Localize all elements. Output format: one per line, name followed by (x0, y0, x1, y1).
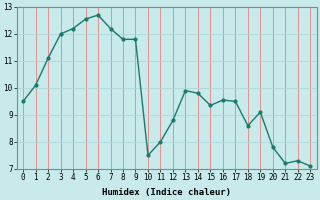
X-axis label: Humidex (Indice chaleur): Humidex (Indice chaleur) (102, 188, 231, 197)
